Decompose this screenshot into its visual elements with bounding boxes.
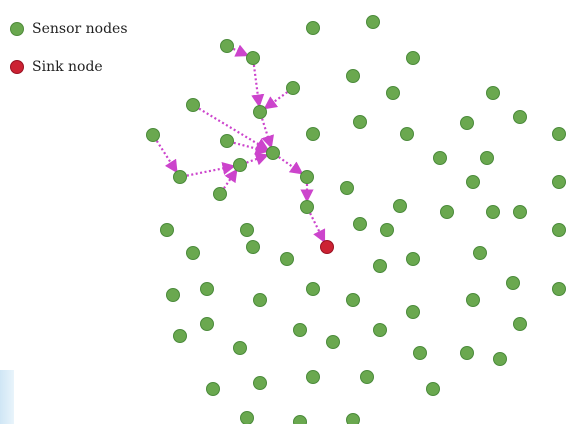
sensor-node <box>246 240 260 254</box>
corner-shading <box>0 370 14 424</box>
sensor-node <box>300 170 314 184</box>
sensor-node <box>466 293 480 307</box>
sensor-node <box>353 115 367 129</box>
sink-node-group <box>320 240 334 254</box>
sensor-node <box>306 370 320 384</box>
sensor-node <box>213 187 227 201</box>
sensor-node <box>400 127 414 141</box>
sensor-node <box>253 293 267 307</box>
sensor-node <box>240 411 254 424</box>
sensor-node <box>173 329 187 343</box>
sensor-node <box>173 170 187 184</box>
sensor-nodes <box>146 15 566 424</box>
sensor-node <box>306 282 320 296</box>
sensor-node <box>480 151 494 165</box>
sensor-node <box>266 146 280 160</box>
sensor-node <box>473 246 487 260</box>
routing-link <box>278 156 304 175</box>
sensor-node <box>552 282 566 296</box>
sensor-node <box>200 317 214 331</box>
sensor-node <box>146 128 160 142</box>
routing-link <box>251 64 265 108</box>
sensor-node <box>406 252 420 266</box>
sensor-node <box>340 181 354 195</box>
sensor-node <box>233 341 247 355</box>
routing-link <box>155 140 178 174</box>
sensor-node <box>513 110 527 124</box>
sensor-node <box>326 335 340 349</box>
sensor-node <box>166 288 180 302</box>
sensor-node <box>346 293 360 307</box>
sensor-node <box>186 246 200 260</box>
sensor-node <box>460 116 474 130</box>
sensor-node <box>366 15 380 29</box>
sensor-node <box>300 200 314 214</box>
sensor-node <box>373 259 387 273</box>
routing-links <box>155 44 326 244</box>
sensor-node <box>386 86 400 100</box>
sensor-node <box>346 413 360 424</box>
routing-link <box>233 141 269 155</box>
sensor-node <box>186 98 200 112</box>
sensor-node <box>380 223 394 237</box>
sensor-node <box>552 127 566 141</box>
sensor-node <box>513 317 527 331</box>
routing-link <box>261 118 274 149</box>
sensor-node <box>513 205 527 219</box>
sensor-node <box>373 323 387 337</box>
routing-link <box>246 152 269 166</box>
sensor-node <box>552 223 566 237</box>
sensor-node <box>286 81 300 95</box>
routing-link <box>232 44 250 57</box>
sensor-node <box>440 205 454 219</box>
legend-label-sink: Sink node <box>32 59 103 75</box>
sensor-node <box>426 382 440 396</box>
sensor-node <box>160 223 174 237</box>
sensor-node <box>306 127 320 141</box>
sensor-node <box>253 105 267 119</box>
sensor-node <box>280 252 294 266</box>
legend: Sensor nodes Sink node <box>10 18 128 94</box>
sensor-node <box>253 376 267 390</box>
routing-link <box>223 168 238 189</box>
sensor-node <box>466 175 480 189</box>
sensor-node <box>220 39 234 53</box>
sensor-node <box>206 382 220 396</box>
sink-node-legend-icon <box>10 60 24 74</box>
sensor-node <box>406 305 420 319</box>
sensor-node <box>393 199 407 213</box>
sensor-node <box>460 346 474 360</box>
routing-link <box>263 91 288 110</box>
sink-node <box>320 240 334 254</box>
sensor-node <box>433 151 447 165</box>
sensor-node <box>293 415 307 424</box>
sensor-node <box>246 51 260 65</box>
routing-link <box>186 161 236 177</box>
sensor-node <box>493 352 507 366</box>
sensor-node <box>240 223 254 237</box>
sensor-node <box>353 217 367 231</box>
sensor-node <box>406 51 420 65</box>
routing-link <box>309 212 326 244</box>
legend-item-sink: Sink node <box>10 56 128 78</box>
sensor-node <box>220 134 234 148</box>
sensor-node <box>486 205 500 219</box>
sensor-node <box>200 282 214 296</box>
sensor-node <box>486 86 500 100</box>
sensor-node <box>506 276 520 290</box>
sensor-node <box>552 175 566 189</box>
sensor-node <box>413 346 427 360</box>
sensor-node-legend-icon <box>10 22 24 36</box>
sensor-node <box>306 21 320 35</box>
sensor-node <box>346 69 360 83</box>
sensor-node <box>360 370 374 384</box>
sensor-node <box>293 323 307 337</box>
legend-label-sensor: Sensor nodes <box>32 21 128 37</box>
legend-item-sensor: Sensor nodes <box>10 18 128 40</box>
sensor-node <box>233 158 247 172</box>
